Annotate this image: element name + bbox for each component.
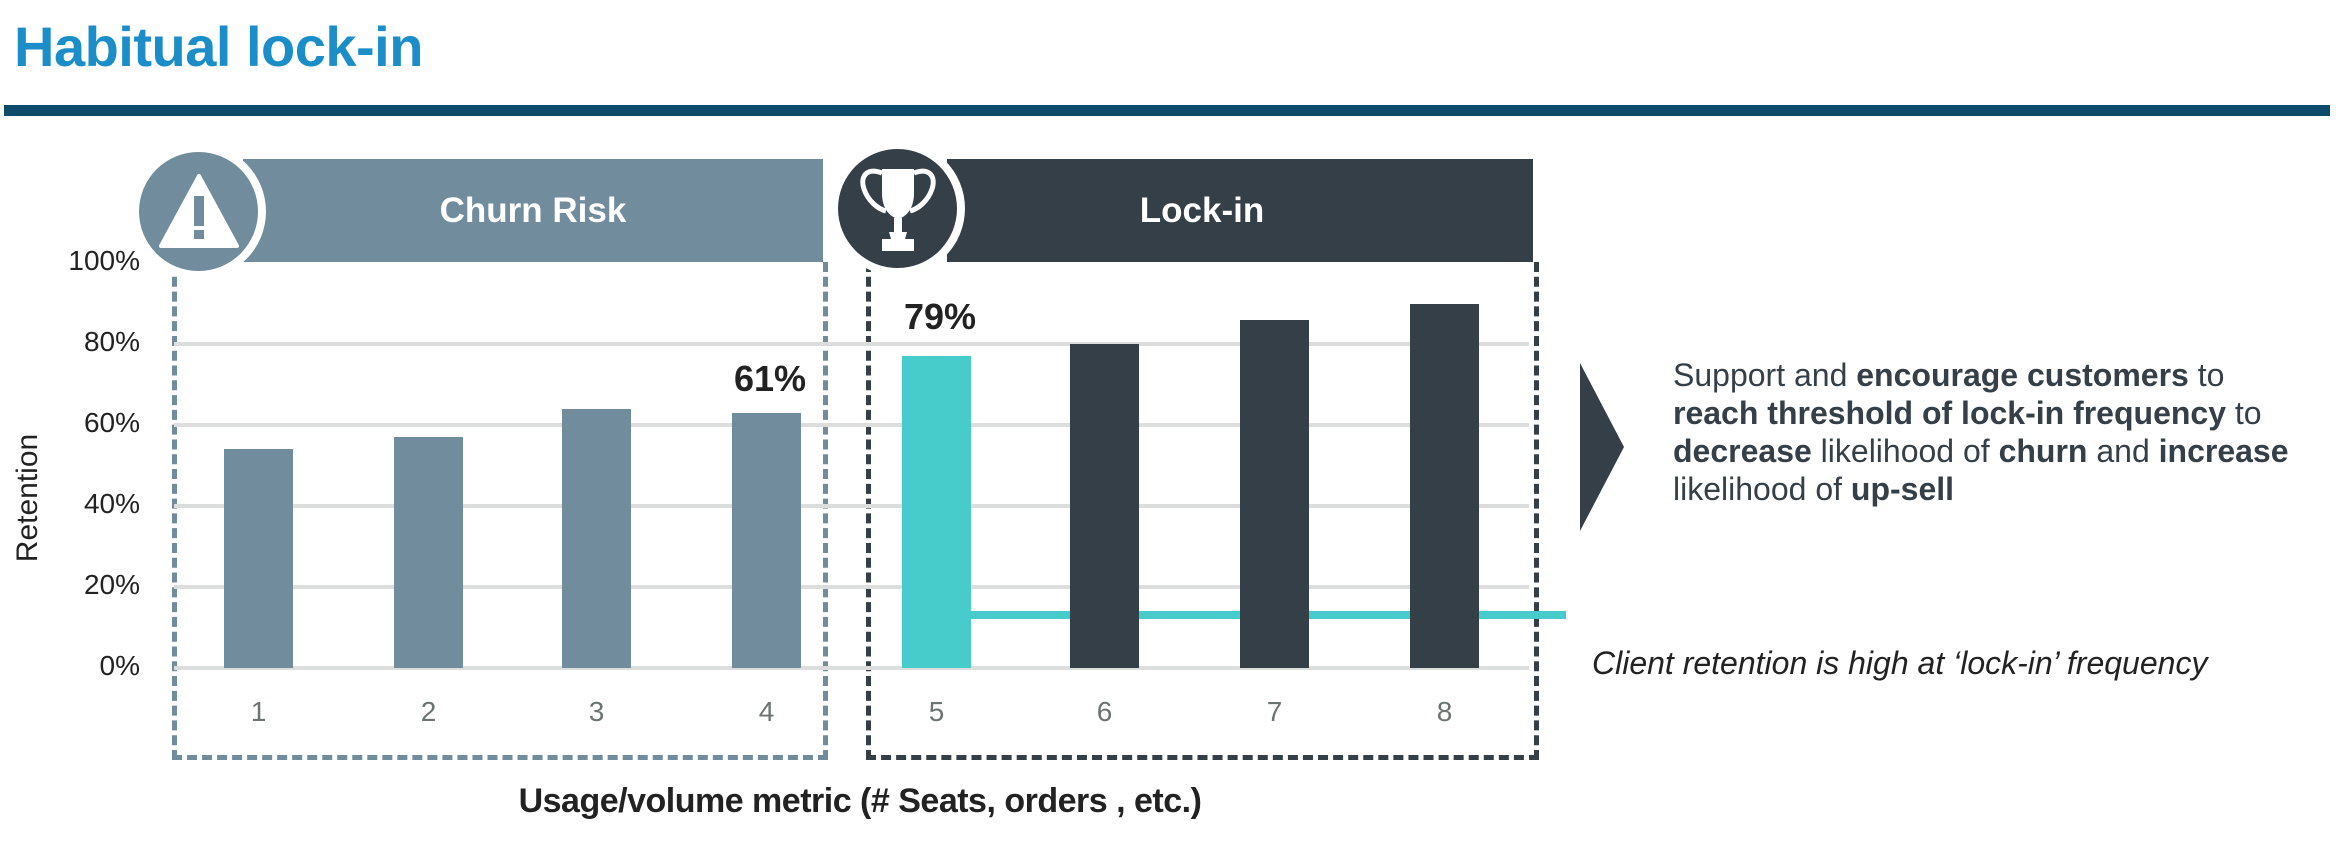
recommendation-text: Support and encourage customers to reach… [1673,356,2313,508]
y-tick-label: 80% [83,326,140,357]
y-tick-label: 20% [83,569,140,600]
churn-risk-region [172,262,828,760]
message-segment: up-sell [1850,471,1955,507]
y-tick-label: 0% [99,650,140,681]
message-segment: to [2226,395,2262,431]
x-tick-label: 5 [928,696,945,727]
x-tick-label: 8 [1436,696,1453,727]
bar-3 [562,408,631,668]
message-segment: to [2188,357,2225,393]
churn-risk-label: Churn Risk [439,190,627,230]
message-segment: churn [1998,433,2088,469]
message-segment: reach threshold of lock-in frequency [1673,395,2226,431]
y-tick-label: 100% [68,245,140,276]
y-tick-label: 40% [83,488,140,519]
message-segment: likelihood of [1811,433,1999,469]
reference-caption: Client retention is high at ‘lock-in’ fr… [1592,645,2208,681]
y-tick-label: 60% [83,407,140,438]
lock-in-region [866,262,1539,760]
message-segment: and [2087,433,2159,469]
page-title: Habitual lock-in [14,15,423,78]
bar-6 [1070,344,1139,668]
x-tick-label: 6 [1096,696,1113,727]
x-tick-label: 2 [420,696,437,727]
title-rule [4,105,2330,116]
value-callout: 61% [734,357,807,399]
message-segment: likelihood of [1673,471,1851,507]
message-segment: decrease [1673,433,1812,469]
trophy-icon [859,168,936,251]
bar-7 [1240,319,1309,668]
warning-badge [139,152,258,271]
bar-4 [732,412,801,668]
x-tick-label: 7 [1266,696,1283,727]
gridline [174,423,1529,427]
gridline [174,504,1529,508]
gridline [174,666,1529,670]
bar-8 [1410,303,1479,668]
bar-1 [224,449,293,668]
churn-risk-header: Churn Risk [243,159,823,262]
message-segment: Support and [1673,357,1857,393]
gridline [174,585,1529,589]
warning-icon [158,173,239,248]
lock-in-header: Lock-in [947,159,1533,262]
x-tick-label: 4 [758,696,775,727]
lock-in-label: Lock-in [1139,190,1265,230]
message-segment: increase [2158,433,2289,469]
trophy-badge [838,149,957,268]
arrow-icon [1580,363,1624,531]
x-tick-label: 1 [250,696,267,727]
message-segment: encourage customers [1856,357,2189,393]
bar-5 [902,356,971,668]
value-callout: 79% [904,296,977,337]
x-axis-label: Usage/volume metric (# Seats, orders , e… [518,782,1202,820]
bar-2 [394,437,463,668]
gridline [174,342,1529,346]
x-tick-label: 3 [588,696,605,727]
